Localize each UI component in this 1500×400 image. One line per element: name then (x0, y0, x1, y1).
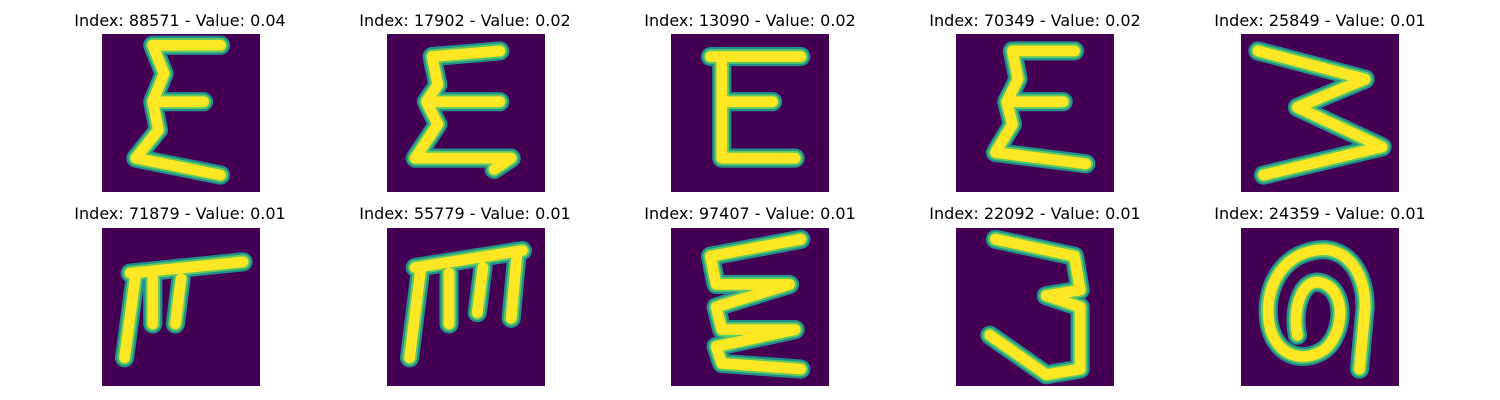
glyph-image-3 (671, 34, 829, 192)
panel-title-4: Index: 70349 - Value: 0.02 (929, 11, 1141, 30)
glyph-image-5 (1241, 34, 1399, 192)
panel-title-8: Index: 97407 - Value: 0.01 (644, 204, 856, 223)
glyph-image-7 (387, 228, 545, 386)
panel-title-7: Index: 55779 - Value: 0.01 (359, 204, 571, 223)
glyph-image-4 (956, 34, 1114, 192)
glyph-image-9 (956, 228, 1114, 386)
glyph-image-6 (102, 228, 260, 386)
panel-title-5: Index: 25849 - Value: 0.01 (1214, 11, 1426, 30)
panel-title-10: Index: 24359 - Value: 0.01 (1214, 204, 1426, 223)
glyph-image-10 (1241, 228, 1399, 386)
panel-title-3: Index: 13090 - Value: 0.02 (644, 11, 856, 30)
glyph-image-1 (102, 34, 260, 192)
glyph-image-8 (671, 228, 829, 386)
glyph-image-2 (387, 34, 545, 192)
panel-title-6: Index: 71879 - Value: 0.01 (74, 204, 286, 223)
panel-title-2: Index: 17902 - Value: 0.02 (359, 11, 571, 30)
panel-title-9: Index: 22092 - Value: 0.01 (929, 204, 1141, 223)
panel-title-1: Index: 88571 - Value: 0.04 (74, 11, 286, 30)
